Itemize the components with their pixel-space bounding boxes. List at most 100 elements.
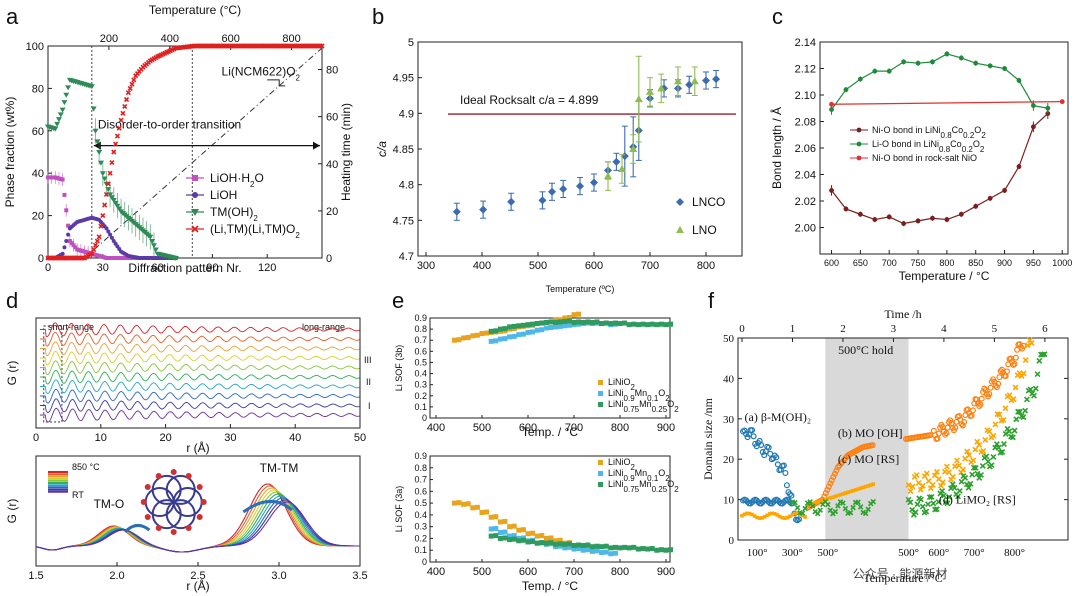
data-point (640, 321, 646, 327)
x-axis-label-e-bottom: Temp. / °C (522, 579, 578, 593)
data-point (940, 492, 947, 499)
top-tick-label-f: 0 (739, 323, 745, 335)
data-point (470, 505, 476, 511)
data-point (116, 125, 122, 131)
data-point (103, 191, 110, 197)
x-tick-label-a: 30 (97, 262, 109, 274)
data-point (986, 428, 993, 435)
annotation-region-II: II (366, 377, 371, 387)
data-point (474, 332, 480, 338)
data-point (1034, 371, 1041, 378)
data-point (833, 494, 838, 499)
data-point (59, 107, 66, 113)
data-point (1016, 78, 1022, 83)
data-point (712, 75, 721, 84)
data-point (861, 485, 865, 490)
data-point (631, 321, 637, 327)
data-point (944, 500, 951, 507)
data-point (105, 181, 111, 187)
data-point (107, 192, 114, 198)
annotation-hold: 500°C hold (838, 343, 893, 357)
data-point (534, 540, 540, 546)
panel-letter-f: f (708, 288, 715, 313)
data-point (635, 322, 641, 328)
data-point (856, 487, 860, 491)
data-point (626, 545, 632, 551)
data-point (973, 203, 979, 209)
data-point (946, 494, 953, 501)
legend-label: LiOH (210, 188, 237, 202)
right-tick-label-a: 60 (326, 112, 338, 124)
data-point (576, 182, 584, 191)
colorbar-label-hot: 850 °C (72, 462, 100, 472)
data-point (775, 513, 780, 517)
data-point (945, 469, 952, 476)
data-point (760, 516, 764, 520)
data-point (858, 486, 863, 491)
y-axis-label-e-bottom: Li SOF (3a) (394, 486, 404, 533)
data-point (65, 85, 72, 91)
legend-marker (598, 482, 603, 487)
data-point (89, 251, 95, 257)
data-point (795, 511, 800, 516)
data-point (758, 441, 765, 448)
data-point (520, 322, 526, 328)
data-point (958, 55, 964, 61)
data-point (604, 172, 612, 180)
data-point (96, 150, 103, 155)
legend-label: Ni-O bond in rock-salt NiO (872, 153, 977, 163)
data-point (747, 511, 752, 516)
data-point (1030, 103, 1036, 108)
data-point (62, 192, 67, 197)
data-point (1012, 354, 1019, 361)
x-tick-label-e: 800 (611, 422, 629, 434)
data-point (974, 470, 981, 477)
bottom-tick-label-f: 500° (817, 547, 838, 559)
legend-marker (598, 460, 603, 465)
data-point (972, 446, 979, 453)
data-point (803, 515, 807, 519)
legend-marker (856, 155, 862, 161)
data-point (842, 505, 849, 512)
legend-label: LiNi0.75Mn0.25O2 (608, 399, 679, 414)
x-tick-label-b: 700 (641, 260, 659, 272)
y-axis-label-c: Bond length / Å (769, 107, 784, 189)
y-axis-label-a: Phase fraction (wt%) (3, 97, 17, 208)
data-point (612, 544, 618, 550)
data-point (543, 319, 549, 325)
top-tick-label-a: 600 (221, 33, 239, 45)
data-point (1036, 357, 1043, 364)
data-point (57, 112, 64, 118)
plot-frame-f (737, 337, 1069, 541)
y-tick-label-e: 0.9 (414, 313, 427, 323)
data-point (702, 76, 710, 85)
data-point (543, 540, 549, 546)
data-point (67, 239, 72, 244)
data-point (663, 547, 669, 553)
data-point (603, 543, 609, 549)
data-point (925, 478, 932, 484)
data-point (943, 430, 950, 437)
y-tick-label-b: 4.95 (393, 73, 414, 85)
data-point (658, 321, 664, 327)
x-tick-label-e: 500 (473, 422, 491, 434)
data-point (977, 401, 984, 408)
data-point (773, 511, 777, 516)
x-tick-label-b: 600 (585, 260, 603, 272)
data-point (90, 106, 97, 112)
data-point (983, 453, 990, 460)
bottom-tick-label-f: 800° (1004, 547, 1025, 559)
data-point (640, 546, 646, 552)
data-point (589, 544, 595, 550)
data-point (857, 76, 863, 82)
x-tick-label-e: 800 (611, 566, 629, 578)
data-point (580, 547, 586, 553)
data-point (599, 544, 605, 550)
data-point (104, 226, 109, 231)
data-point (959, 422, 966, 429)
top-tick-label-a: 400 (161, 33, 179, 45)
y-tick-label-e: 0.3 (414, 380, 427, 390)
data-point (996, 374, 1003, 381)
x-tick-label-c: 750 (911, 258, 926, 268)
data-point (862, 510, 869, 517)
